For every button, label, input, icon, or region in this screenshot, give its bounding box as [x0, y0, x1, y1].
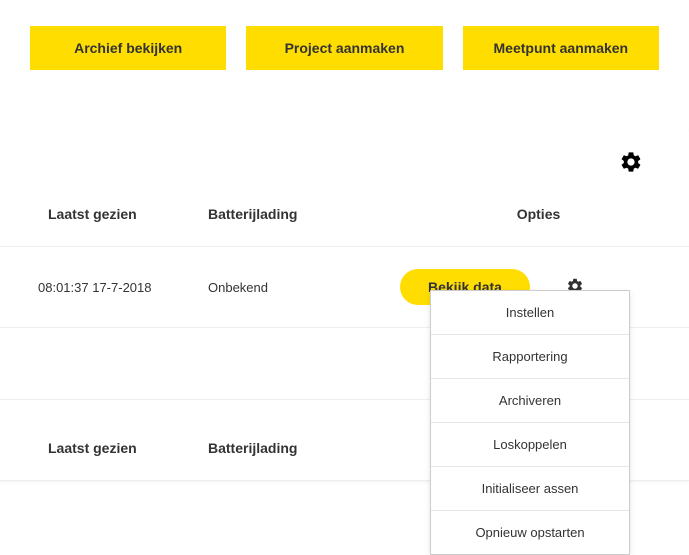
cell-last-seen: 08:01:37 17-7-2018 [38, 280, 208, 295]
cell-battery: Onbekend [208, 280, 388, 295]
dropdown-item-initialiseer-assen[interactable]: Initialiseer assen [431, 467, 629, 511]
settings-gear-icon[interactable] [619, 150, 643, 179]
dropdown-item-rapportering[interactable]: Rapportering [431, 335, 629, 379]
create-project-button[interactable]: Project aanmaken [246, 26, 442, 70]
header-options: Opties [408, 206, 669, 222]
options-dropdown: Instellen Rapportering Archiveren Loskop… [430, 290, 630, 555]
header-battery: Batterijlading [208, 206, 408, 222]
archive-view-button[interactable]: Archief bekijken [30, 26, 226, 70]
table-1-header: Laatst gezien Batterijlading Opties [0, 126, 689, 247]
dropdown-item-opnieuw-opstarten[interactable]: Opnieuw opstarten [431, 511, 629, 554]
header-battery-2: Batterijlading [208, 440, 408, 456]
dropdown-item-loskoppelen[interactable]: Loskoppelen [431, 423, 629, 467]
header-last-seen-2: Laatst gezien [48, 440, 208, 456]
top-button-bar: Archief bekijken Project aanmaken Meetpu… [0, 0, 689, 96]
header-last-seen: Laatst gezien [48, 206, 208, 222]
create-measurepoint-button[interactable]: Meetpunt aanmaken [463, 26, 659, 70]
dropdown-item-archiveren[interactable]: Archiveren [431, 379, 629, 423]
dropdown-item-instellen[interactable]: Instellen [431, 291, 629, 335]
